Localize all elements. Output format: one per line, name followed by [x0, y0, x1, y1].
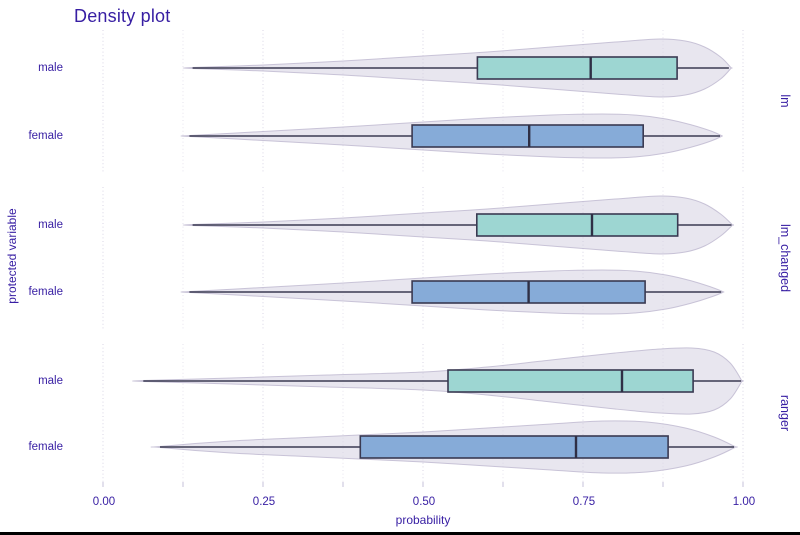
- x-tick-label: 0.00: [92, 496, 116, 508]
- x-tick-label: 0.25: [252, 496, 276, 508]
- x-axis-title: probability: [395, 513, 451, 527]
- y-axis-title: protected variable: [5, 208, 19, 304]
- facet-strip-lm-changed: lm_changed: [778, 223, 792, 293]
- y-tick-label: male: [38, 218, 63, 231]
- y-tick-label: male: [38, 374, 63, 387]
- page-title: Density plot: [74, 6, 171, 26]
- box-lm-female: [411, 124, 645, 148]
- box-ranger-male: [447, 369, 694, 393]
- y-tick-label: female: [28, 285, 63, 298]
- facet-strip-ranger: ranger: [778, 394, 792, 432]
- box-lm-male: [476, 56, 678, 80]
- y-tick-label: male: [38, 61, 63, 74]
- box-lm_changed-male: [475, 213, 679, 237]
- y-tick-label: female: [28, 129, 63, 142]
- box-ranger-female: [359, 435, 669, 459]
- x-tick-label: 0.75: [572, 496, 596, 508]
- x-tick-label: 1.00: [732, 496, 756, 508]
- x-tick-label: 0.50: [412, 496, 436, 508]
- y-tick-label: female: [28, 440, 63, 453]
- facet-strip-lm: lm: [778, 94, 792, 108]
